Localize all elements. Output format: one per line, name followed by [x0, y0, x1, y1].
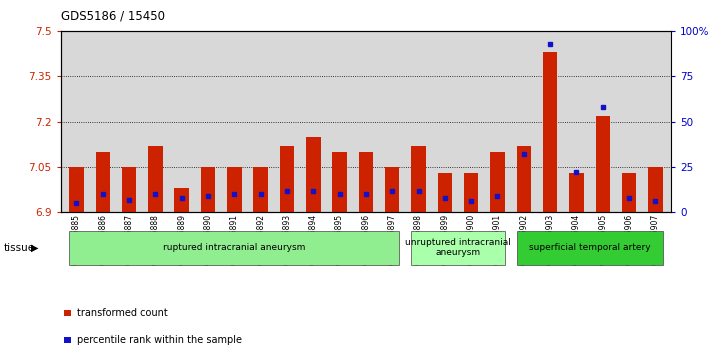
- Text: ▶: ▶: [31, 243, 39, 253]
- Text: superficial temporal artery: superficial temporal artery: [529, 243, 650, 252]
- Bar: [438, 173, 452, 212]
- Bar: [253, 167, 268, 212]
- Bar: [227, 167, 241, 212]
- Bar: [306, 137, 321, 212]
- Bar: [622, 173, 636, 212]
- Bar: [543, 52, 558, 212]
- Bar: [201, 167, 216, 212]
- Text: ruptured intracranial aneurysm: ruptured intracranial aneurysm: [164, 243, 306, 252]
- Bar: [648, 167, 663, 212]
- Text: transformed count: transformed count: [77, 308, 168, 318]
- Bar: [174, 188, 189, 212]
- Bar: [358, 152, 373, 212]
- Bar: [149, 146, 163, 212]
- Bar: [96, 152, 110, 212]
- Bar: [69, 167, 84, 212]
- Text: tissue: tissue: [4, 243, 35, 253]
- Bar: [516, 146, 531, 212]
- Bar: [280, 146, 294, 212]
- Bar: [595, 115, 610, 212]
- Bar: [491, 152, 505, 212]
- Bar: [464, 173, 478, 212]
- Bar: [122, 167, 136, 212]
- Bar: [569, 173, 583, 212]
- Bar: [411, 146, 426, 212]
- Bar: [385, 167, 399, 212]
- Text: unruptured intracranial
aneurysm: unruptured intracranial aneurysm: [405, 238, 511, 257]
- Text: percentile rank within the sample: percentile rank within the sample: [77, 335, 242, 345]
- Text: GDS5186 / 15450: GDS5186 / 15450: [61, 9, 165, 22]
- Bar: [333, 152, 347, 212]
